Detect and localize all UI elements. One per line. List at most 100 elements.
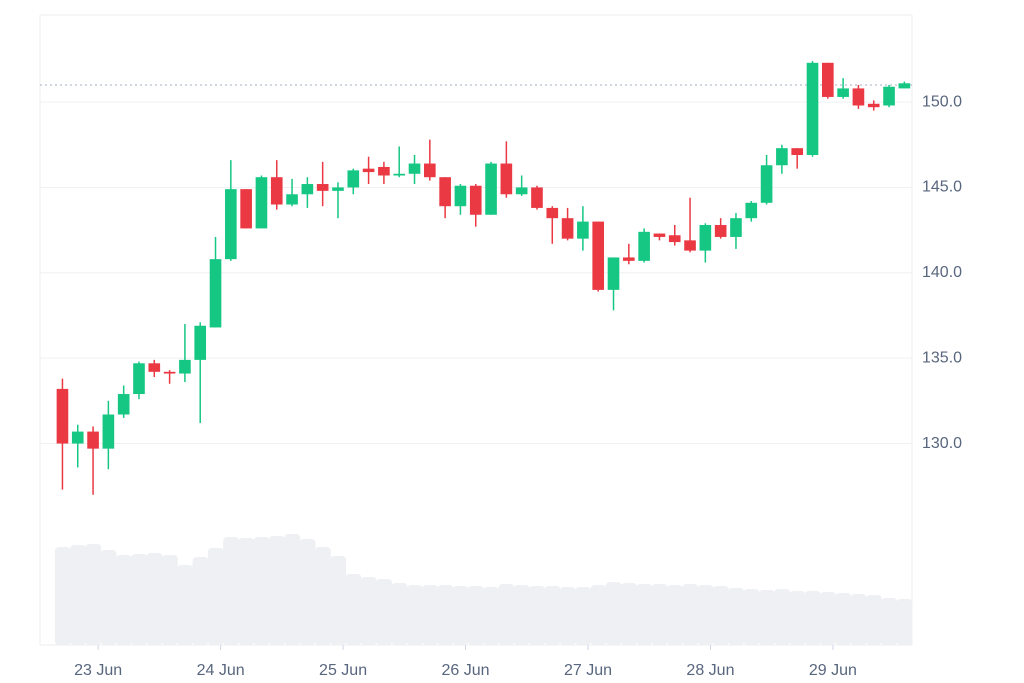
candle-body	[408, 163, 421, 174]
volume-bar	[590, 585, 607, 645]
candle-body	[393, 173, 406, 176]
candle-body	[56, 388, 69, 444]
candle-body	[362, 168, 375, 173]
candle-body	[301, 184, 314, 195]
x-tick-label: 25 Jun	[319, 662, 367, 679]
candle-body	[699, 225, 712, 251]
candle-body	[653, 233, 666, 237]
volume-bar	[575, 587, 592, 645]
volume-bar	[682, 584, 699, 645]
volume-bar	[544, 586, 561, 645]
volume-bar	[376, 579, 393, 645]
volume-bar	[651, 584, 668, 645]
candle-body	[225, 189, 237, 260]
candle-body	[117, 394, 130, 415]
volume-bar	[345, 574, 362, 645]
candle-body	[806, 62, 819, 155]
volume-bar	[835, 593, 852, 645]
volume-bar	[559, 587, 576, 645]
volume-bar	[315, 547, 331, 645]
volume-bar	[514, 585, 530, 645]
volume-bar	[605, 582, 622, 645]
volume-bar	[758, 590, 775, 645]
candle-body	[867, 103, 880, 108]
x-tick-label: 26 Jun	[442, 662, 490, 679]
volume-bar	[697, 585, 714, 645]
candle-body	[439, 177, 451, 207]
candle-body	[791, 148, 804, 155]
volume-bar	[391, 583, 408, 645]
volume-bar	[743, 589, 760, 645]
volume-bar	[299, 539, 316, 645]
candle-body	[883, 86, 895, 106]
candle-body	[469, 185, 482, 215]
candle-body	[332, 187, 344, 191]
candle-body	[837, 88, 849, 97]
y-tick-label: 130.0	[922, 435, 962, 452]
candle-body	[133, 363, 145, 395]
volume-bar	[192, 557, 209, 645]
volume-bar	[820, 592, 836, 645]
candle-body	[745, 202, 758, 219]
y-tick-label: 135.0	[922, 349, 962, 366]
volume-bar	[406, 585, 423, 645]
volume-bar	[100, 550, 117, 645]
candle-body	[347, 170, 360, 188]
x-tick-label: 27 Jun	[564, 662, 612, 679]
volume-bar	[866, 595, 882, 645]
candle-body	[240, 189, 252, 229]
candle-body	[714, 225, 727, 237]
candle-body	[194, 325, 207, 360]
volume-bar	[54, 547, 71, 645]
volume-bar	[468, 586, 484, 645]
candle-body	[577, 221, 589, 239]
volume-bar	[253, 537, 270, 645]
volume-bar	[804, 591, 821, 645]
volume-bar	[896, 599, 913, 645]
volume-bar	[177, 565, 194, 645]
candle-body	[898, 83, 911, 89]
volume-bar	[161, 555, 178, 645]
volume-bar	[70, 545, 86, 645]
candle-body	[148, 363, 161, 372]
x-tick-label: 23 Jun	[74, 662, 122, 679]
candle-body	[684, 240, 696, 251]
volume-bar	[269, 536, 285, 645]
candle-body	[852, 88, 865, 106]
volume-bar	[131, 554, 148, 645]
volume-bar	[116, 555, 132, 645]
candle-body	[316, 184, 329, 191]
candle-body	[668, 235, 681, 243]
volume-bar	[529, 586, 546, 645]
candle-body	[179, 359, 191, 374]
candle-body	[776, 148, 788, 166]
volume-bar	[452, 586, 469, 645]
y-tick-label: 150.0	[922, 93, 962, 110]
candle-body	[515, 187, 528, 195]
candle-body	[87, 431, 99, 449]
candle-body	[378, 166, 390, 176]
candle-body	[821, 62, 834, 97]
candle-body	[531, 187, 543, 208]
volume-bar	[621, 583, 637, 645]
volume-bar	[330, 556, 347, 645]
volume-bar	[223, 537, 239, 645]
volume-bar	[498, 584, 515, 645]
candle-body	[424, 163, 436, 178]
y-tick-label: 140.0	[922, 264, 962, 281]
volume-bar	[146, 553, 163, 645]
volume-bar	[713, 586, 729, 645]
candle-body	[546, 207, 559, 219]
volume-bar	[437, 585, 454, 645]
candle-body	[71, 431, 84, 444]
candle-body	[209, 259, 222, 328]
y-tick-label: 145.0	[922, 179, 962, 196]
volume-bar	[667, 585, 683, 645]
candle-body	[730, 218, 742, 237]
volume-bar	[284, 534, 301, 645]
volume-bar	[238, 538, 255, 645]
volume-bar	[207, 548, 224, 645]
candle-body	[454, 185, 467, 207]
candle-body	[561, 218, 574, 239]
